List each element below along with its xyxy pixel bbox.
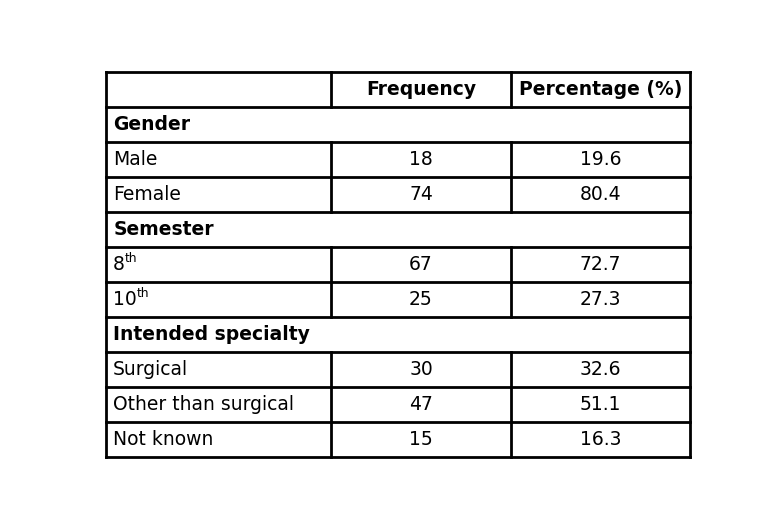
Text: Semester: Semester [113,220,214,239]
Text: 72.7: 72.7 [580,255,622,274]
Text: 19.6: 19.6 [580,150,622,169]
Text: 30: 30 [409,361,433,379]
Text: 51.1: 51.1 [580,396,622,414]
Text: Surgical: Surgical [113,361,188,379]
Text: 25: 25 [409,290,433,309]
Text: th: th [125,252,138,265]
Text: Female: Female [113,185,181,204]
Text: 74: 74 [409,185,433,204]
Text: th: th [137,287,149,300]
Text: Frequency: Frequency [366,80,476,99]
Text: Not known: Not known [113,430,214,450]
Text: 15: 15 [409,430,433,450]
Text: 27.3: 27.3 [580,290,622,309]
Text: 32.6: 32.6 [580,361,622,379]
Text: 67: 67 [409,255,433,274]
Text: Gender: Gender [113,115,190,134]
Text: Other than surgical: Other than surgical [113,396,294,414]
Text: 18: 18 [409,150,433,169]
Text: 10: 10 [113,290,137,309]
Text: Intended specialty: Intended specialty [113,325,310,344]
Text: Percentage (%): Percentage (%) [519,80,682,99]
Text: 16.3: 16.3 [580,430,622,450]
Text: Male: Male [113,150,158,169]
Text: 47: 47 [409,396,433,414]
Text: 80.4: 80.4 [580,185,622,204]
Text: 8: 8 [113,255,125,274]
